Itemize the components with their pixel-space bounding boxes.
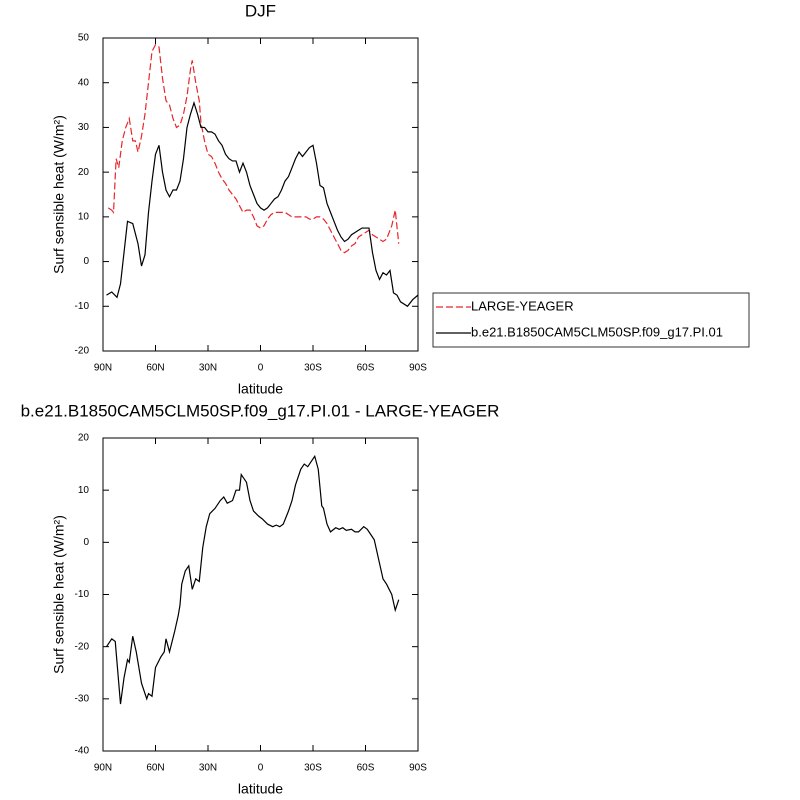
y-axis-label: Surf sensible heat (W/m²) xyxy=(51,515,67,674)
x-axis-label: latitude xyxy=(238,381,283,397)
x-tick-label: 0 xyxy=(258,363,264,374)
x-tick-label: 90S xyxy=(409,763,427,774)
legend-label: LARGE-YEAGER xyxy=(471,298,574,313)
x-tick-label: 60N xyxy=(146,763,164,774)
x-tick-label: 30S xyxy=(304,763,322,774)
data-line xyxy=(106,454,400,705)
y-tick-label: 20 xyxy=(78,433,90,444)
chart-title: DJF xyxy=(245,1,276,20)
y-tick-label: -40 xyxy=(75,746,90,757)
y-tick-label: 10 xyxy=(78,485,90,496)
x-tick-label: 60N xyxy=(146,363,164,374)
data-line xyxy=(106,100,419,308)
x-axis-label: latitude xyxy=(238,781,283,797)
y-tick-label: -30 xyxy=(75,693,90,704)
y-tick-label: -10 xyxy=(75,301,90,312)
y-tick-label: -10 xyxy=(75,589,90,600)
y-tick-label: 20 xyxy=(78,167,90,178)
y-tick-label: 40 xyxy=(78,77,90,88)
legend-label: b.e21.B1850CAM5CLM50SP.f09_g17.PI.01 xyxy=(471,324,723,339)
legend-box xyxy=(432,292,750,348)
data-line xyxy=(107,43,400,254)
x-tick-label: 90N xyxy=(94,763,112,774)
y-tick-label: -20 xyxy=(75,346,90,357)
y-tick-label: 30 xyxy=(78,122,90,133)
x-tick-label: 90S xyxy=(409,363,427,374)
y-axis-label: Surf sensible heat (W/m²) xyxy=(51,115,67,274)
chart-title: b.e21.B1850CAM5CLM50SP.f09_g17.PI.01 - L… xyxy=(21,401,500,420)
x-tick-label: 0 xyxy=(258,763,264,774)
x-tick-label: 30S xyxy=(304,363,322,374)
x-tick-label: 30N xyxy=(199,763,217,774)
x-tick-label: 60S xyxy=(357,763,375,774)
x-tick-label: 30N xyxy=(199,363,217,374)
y-tick-label: 10 xyxy=(78,211,90,222)
y-tick-label: 0 xyxy=(83,256,89,267)
plot-frame xyxy=(102,437,419,752)
y-tick-label: -20 xyxy=(75,641,90,652)
x-tick-label: 90N xyxy=(94,363,112,374)
y-tick-label: 0 xyxy=(83,537,89,548)
x-tick-label: 60S xyxy=(357,363,375,374)
y-tick-label: 50 xyxy=(78,33,90,44)
